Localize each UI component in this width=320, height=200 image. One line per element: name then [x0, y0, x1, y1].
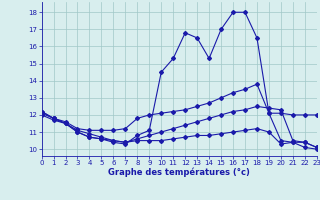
X-axis label: Graphe des températures (°c): Graphe des températures (°c) [108, 168, 250, 177]
